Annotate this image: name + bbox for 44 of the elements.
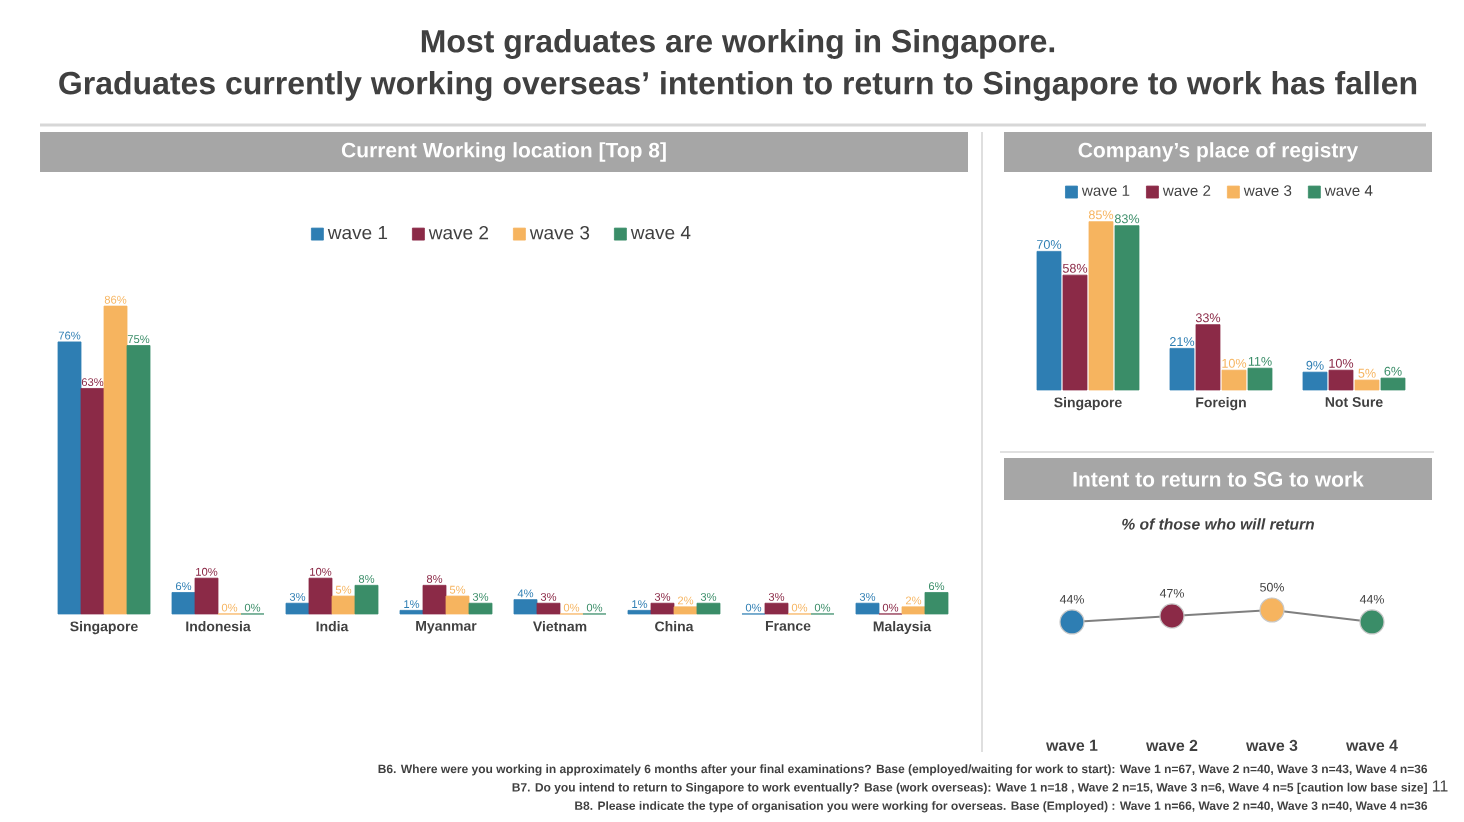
text: Graduates currently working overseas’ intention to return to Singapore to work has fallen xyxy=(59,71,1417,101)
bar xyxy=(422,584,447,615)
bar xyxy=(650,602,675,615)
bar xyxy=(354,584,379,615)
bar xyxy=(1380,377,1406,391)
chart-title: Company’s place of registry xyxy=(1078,142,1359,162)
bar xyxy=(171,592,196,615)
bar xyxy=(1036,250,1062,391)
chart-title: Current Working location [Top 8] xyxy=(341,142,666,162)
legend-label: wave 4 xyxy=(630,226,691,240)
bar xyxy=(513,599,538,615)
bar xyxy=(696,602,721,615)
text: 11 xyxy=(1432,780,1448,792)
bar xyxy=(103,305,128,615)
bar xyxy=(1195,324,1221,391)
bar xyxy=(57,341,82,615)
legend-label: wave 3 xyxy=(529,225,590,240)
bar xyxy=(445,595,470,615)
chart-title: Intent to return to SG to work xyxy=(1073,471,1364,487)
bar xyxy=(855,602,880,615)
bar xyxy=(308,577,333,615)
legend-label: wave 2 xyxy=(428,225,489,240)
legend-label: wave 1 xyxy=(327,226,388,240)
bar xyxy=(536,602,561,615)
bar xyxy=(468,602,493,615)
text: Most graduates are working in Singapore. xyxy=(421,29,1055,59)
bar xyxy=(1114,225,1140,391)
bar xyxy=(924,592,949,615)
bar xyxy=(1328,369,1354,391)
bar xyxy=(901,606,926,615)
bar xyxy=(1062,274,1088,391)
bar xyxy=(331,595,356,615)
bar xyxy=(1221,369,1247,391)
bar xyxy=(764,602,789,615)
bar xyxy=(80,388,105,615)
bar xyxy=(1169,347,1195,391)
bar xyxy=(285,602,310,615)
bar xyxy=(1088,221,1114,391)
bar xyxy=(1247,367,1273,391)
bar xyxy=(1302,371,1328,391)
bar xyxy=(126,345,151,615)
bar xyxy=(1354,379,1380,391)
bar xyxy=(194,577,219,615)
bar xyxy=(673,606,698,615)
